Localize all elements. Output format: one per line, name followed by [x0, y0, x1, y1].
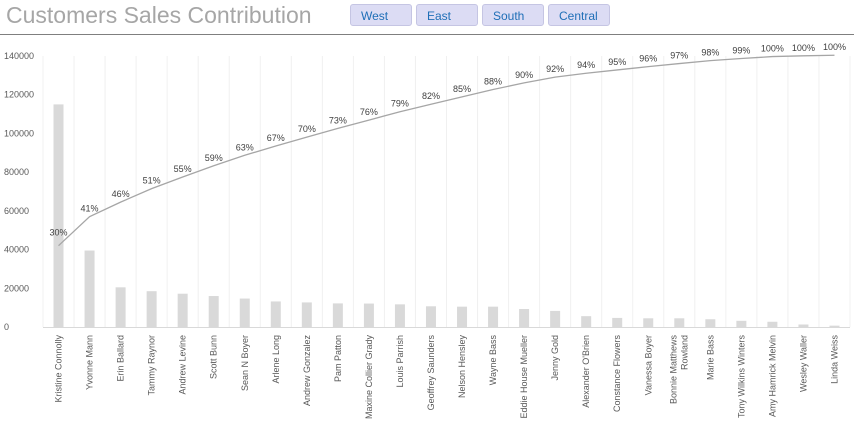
bar [767, 321, 778, 327]
x-tick-label: Jenny Gold [550, 335, 560, 381]
bar [488, 306, 499, 327]
slicer-button-west[interactable]: West [350, 4, 412, 26]
x-tick-label: Andrew Gonzalez [302, 335, 312, 407]
x-tick-label: Alexander O'Brien [581, 335, 591, 408]
data-label: 90% [515, 70, 533, 80]
bar [736, 320, 747, 327]
data-label: 100% [792, 43, 815, 53]
data-label: 59% [205, 153, 223, 163]
data-label: 67% [267, 133, 285, 143]
bar [239, 298, 250, 327]
bar [363, 303, 374, 327]
data-label: 100% [761, 44, 784, 54]
bar [457, 306, 468, 327]
x-tick-label: Bonnie MatthewsRowland [668, 335, 689, 405]
bar [115, 287, 126, 327]
y-tick-label: 120000 [4, 90, 34, 100]
bar [301, 302, 312, 327]
bar [798, 324, 809, 327]
x-tick-label: Tony Wilkins Winters [736, 335, 746, 419]
x-tick-label: Marie Bass [705, 335, 715, 381]
x-tick-label: Arlene Long [271, 335, 281, 384]
bar [581, 316, 592, 327]
bar [705, 319, 716, 327]
data-label: 97% [670, 51, 688, 61]
x-tick-label: Amy Hamrick Melvin [767, 335, 777, 417]
bar [394, 304, 405, 327]
data-label: 98% [701, 48, 719, 58]
bar [208, 296, 219, 327]
data-label: 92% [546, 64, 564, 74]
x-tick-label: Nelson Hensley [457, 335, 467, 399]
bar [550, 310, 561, 327]
y-tick-label: 80000 [4, 167, 29, 177]
bar [425, 306, 436, 327]
x-tick-label: Vanessa Boyer [643, 335, 653, 395]
y-tick-label: 0 [4, 322, 9, 332]
x-tick-label: Louis Parrish [395, 335, 405, 388]
data-label: 63% [236, 142, 254, 152]
data-label: 30% [50, 228, 68, 238]
bar [270, 301, 281, 327]
data-label: 95% [608, 57, 626, 67]
data-label: 96% [639, 54, 657, 64]
bar [829, 325, 840, 327]
data-label: 51% [143, 176, 161, 186]
x-tick-label: Sean N Boyer [240, 335, 250, 391]
pareto-chart: 0 20000 40000 60000 80000 100000 120000 140000 3… [4, 42, 851, 420]
data-label: 73% [329, 115, 347, 125]
x-tick-label: Wayne Bass [488, 335, 498, 386]
bar [643, 318, 654, 327]
x-tick-label: Scott Bunn [209, 335, 219, 379]
y-tick-label: 100000 [4, 128, 34, 138]
x-tick-label: Eddie House Mueller [519, 335, 529, 419]
data-label: 88% [484, 76, 502, 86]
data-label: 99% [732, 46, 750, 56]
bar [674, 318, 685, 327]
data-label: 55% [174, 164, 192, 174]
data-label: 76% [360, 107, 378, 117]
x-tick-label: Maxine Collier Grady [364, 335, 374, 420]
data-label: 41% [81, 204, 99, 214]
cumulative-line [58, 54, 835, 247]
data-label: 100% [823, 42, 846, 52]
data-label: 85% [453, 84, 471, 94]
data-label: 82% [422, 91, 440, 101]
data-label: 94% [577, 60, 595, 70]
x-tick-label: Linda Weiss [829, 335, 839, 384]
slicer-button-central[interactable]: Central [548, 4, 610, 26]
x-tick-label: Erin Ballard [116, 335, 126, 382]
bar [53, 104, 64, 328]
data-label: 79% [391, 99, 409, 109]
x-tick-label: Wesley Waller [798, 335, 808, 392]
bar [332, 303, 343, 327]
x-tick-label: Constance Flowers [612, 335, 622, 413]
bar [519, 308, 530, 327]
y-tick-label: 60000 [4, 206, 29, 216]
y-tick-label: 140000 [4, 51, 34, 61]
data-label: 70% [298, 124, 316, 134]
slicer-button-east[interactable]: East [416, 4, 478, 26]
bar [84, 250, 95, 327]
x-tick-label: Andrew Levine [178, 335, 188, 395]
bar [612, 317, 623, 327]
header-divider [0, 34, 854, 35]
x-tick-label: Geoffrey Saunders [426, 335, 436, 411]
bar [177, 293, 188, 327]
x-tick-label: Tammy Raynor [147, 335, 157, 396]
slicer-button-south[interactable]: South [482, 4, 544, 26]
x-tick-label: Kristine Connolly [54, 335, 64, 403]
page-title: Customers Sales Contribution [6, 2, 312, 28]
x-tick-label: Pam Patton [333, 335, 343, 382]
data-label: 46% [112, 189, 130, 199]
y-tick-label: 20000 [4, 283, 29, 293]
bar [146, 291, 157, 327]
y-tick-label: 40000 [4, 245, 29, 255]
x-tick-label: Yvonne Mann [85, 335, 95, 390]
